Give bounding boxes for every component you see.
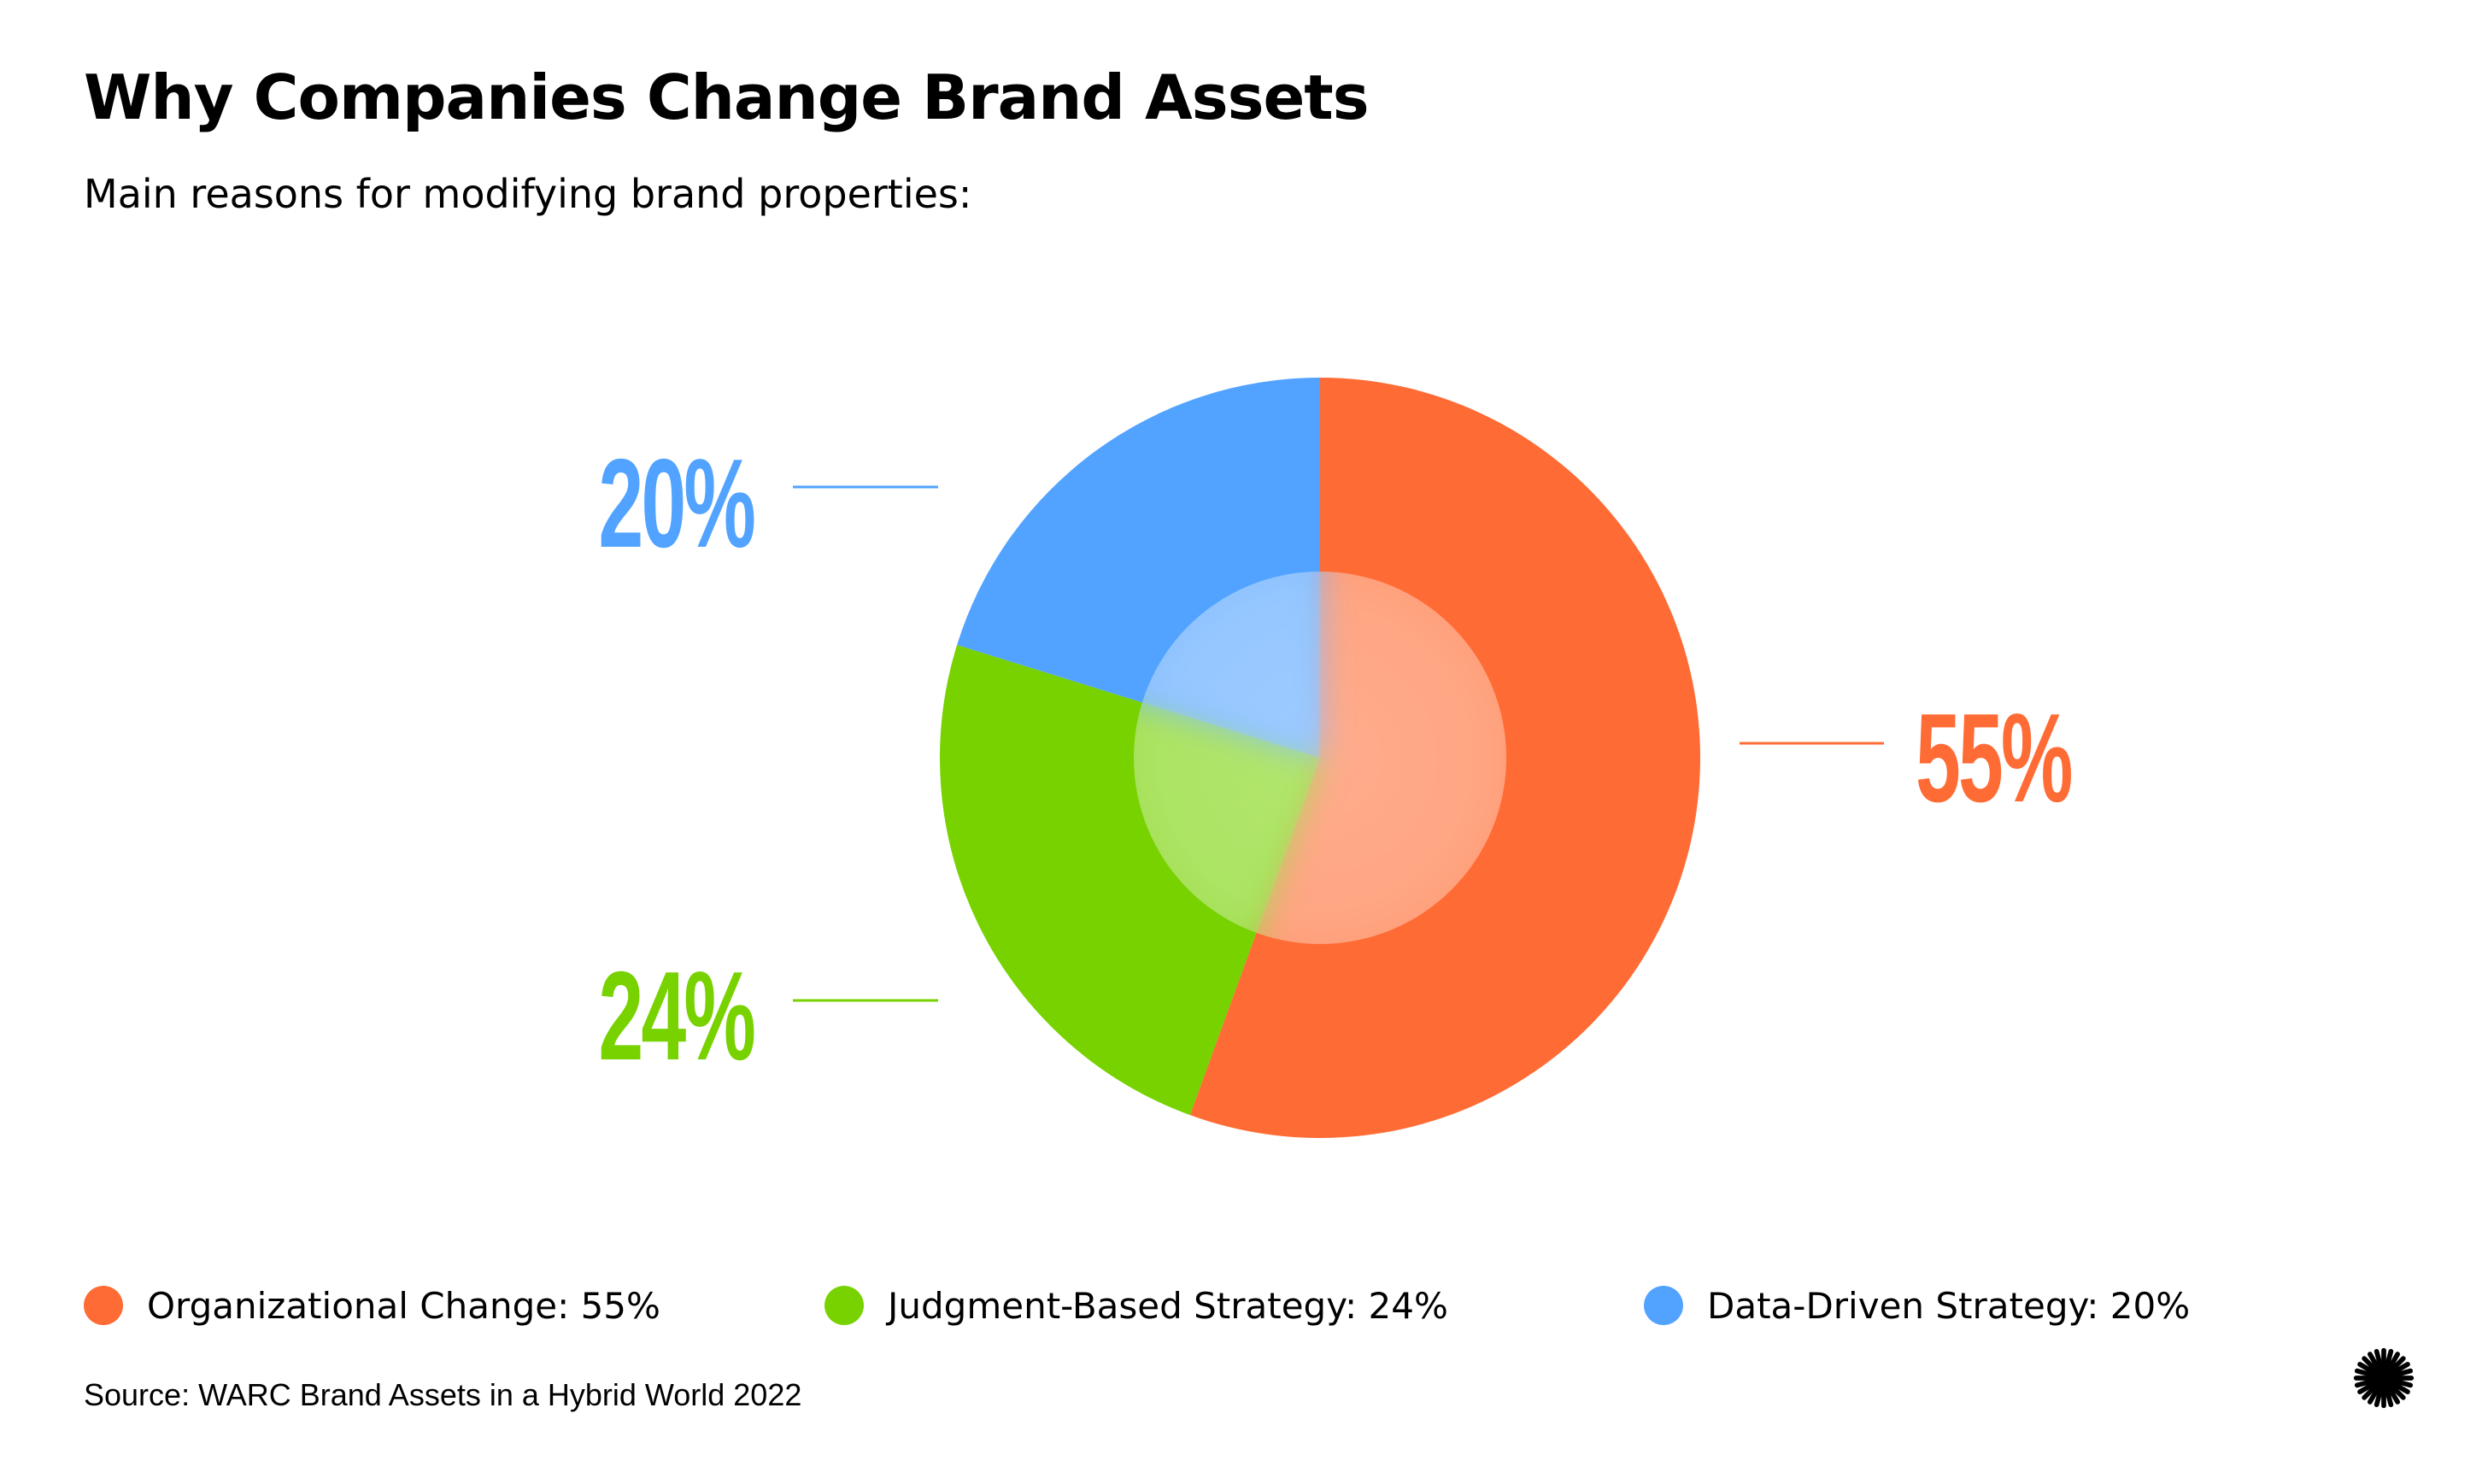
legend-item-judgment-based-strategy: Judgment-Based Strategy: 24% [824, 1280, 1448, 1331]
legend-label-judgment-based-strategy: Judgment-Based Strategy: 24% [888, 1284, 1448, 1327]
legend-item-data-driven-strategy: Data-Driven Strategy: 20% [1644, 1280, 2190, 1331]
pie-center-highlight [1134, 572, 1506, 944]
value-label-judgment-based-strategy: 24% [598, 947, 754, 1087]
legend-dot-organizational-change [84, 1286, 123, 1325]
legend-dot-judgment-based-strategy [824, 1286, 864, 1325]
legend-label-organizational-change: Organizational Change: 55% [147, 1284, 660, 1327]
chart-title: Why Companies Change Brand Assets [84, 62, 1370, 133]
starburst-icon [2353, 1347, 2415, 1409]
source-note: Source: WARC Brand Assets in a Hybrid Wo… [84, 1377, 802, 1412]
value-label-data-driven-strategy: 20% [598, 434, 754, 574]
legend-item-organizational-change: Organizational Change: 55% [84, 1280, 660, 1331]
legend-dot-data-driven-strategy [1644, 1286, 1683, 1325]
value-label-organizational-change: 55% [1916, 689, 2072, 829]
legend-label-data-driven-strategy: Data-Driven Strategy: 20% [1707, 1284, 2191, 1327]
chart-subtitle: Main reasons for modifying brand propert… [84, 171, 972, 217]
